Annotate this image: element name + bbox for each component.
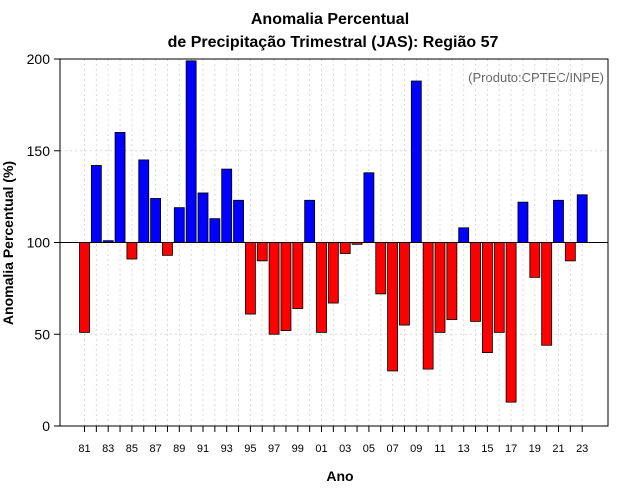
bar-2002 xyxy=(327,242,339,304)
x-tick-label: 19 xyxy=(529,443,541,455)
bar-1994 xyxy=(233,199,244,243)
bar-2011 xyxy=(434,242,446,333)
x-tick-label: 09 xyxy=(410,443,422,455)
source-annotation: (Produto:CPTEC/INPE) xyxy=(468,70,604,85)
bar-2021 xyxy=(553,199,564,243)
y-tick-label: 200 xyxy=(27,51,51,67)
x-tick-label: 07 xyxy=(386,443,398,455)
bar-1988 xyxy=(162,242,173,256)
x-tick-label: 81 xyxy=(78,443,90,455)
bar-1985 xyxy=(126,242,138,260)
bar-2007 xyxy=(387,242,399,372)
x-tick-label: 93 xyxy=(221,443,233,455)
bar-1991 xyxy=(197,192,209,243)
bar-2017 xyxy=(505,242,517,403)
bars xyxy=(79,60,588,403)
bar-1998 xyxy=(280,242,292,331)
y-tick-label: 50 xyxy=(34,326,50,342)
x-tick-label: 03 xyxy=(339,443,351,455)
bar-2009 xyxy=(410,80,422,243)
bar-2005 xyxy=(363,172,375,243)
x-tick-label: 13 xyxy=(458,443,470,455)
x-tick-label: 97 xyxy=(268,443,280,455)
bar-1992 xyxy=(209,218,221,243)
bar-2019 xyxy=(529,242,541,278)
bar-2022 xyxy=(564,242,576,262)
bar-2010 xyxy=(422,242,434,370)
bar-1996 xyxy=(256,242,268,262)
bar-2008 xyxy=(399,242,410,326)
y-axis-label: Anomalia Percentual (%) xyxy=(0,161,16,325)
x-tick-label: 95 xyxy=(244,443,256,455)
bar-2018 xyxy=(517,201,529,243)
x-tick-label: 89 xyxy=(173,443,185,455)
bar-2023 xyxy=(576,194,588,243)
y-tick-label: 150 xyxy=(27,143,51,159)
bar-2016 xyxy=(493,242,505,333)
bar-2012 xyxy=(446,242,458,320)
x-tick-label: 99 xyxy=(292,443,304,455)
x-tick-label: 15 xyxy=(481,443,493,455)
axes: 0 50 100 150 200 81 83 85 87 89 91 93 95 97 99 01 03 05 07… xyxy=(27,51,609,455)
bar-2001 xyxy=(316,242,327,333)
bar-1993 xyxy=(221,168,233,243)
x-tick-label: 21 xyxy=(552,443,564,455)
bar-1981 xyxy=(79,242,90,333)
x-tick-label: 17 xyxy=(505,443,517,455)
bar-1999 xyxy=(292,242,304,309)
x-tick-label: 01 xyxy=(315,443,327,455)
y-tick-label: 0 xyxy=(42,418,50,434)
chart-subtitle: de Precipitação Trimestral (JAS): Região… xyxy=(168,34,499,51)
x-tick-label: 23 xyxy=(576,443,588,455)
bar-2003 xyxy=(339,242,351,254)
x-tick-label: 87 xyxy=(149,443,161,455)
bar-2006 xyxy=(375,242,387,295)
x-axis-label: Ano xyxy=(326,468,353,484)
bar-2014 xyxy=(470,242,481,322)
x-tick-label: 05 xyxy=(363,443,375,455)
bar-1986 xyxy=(138,159,150,243)
bar-1984 xyxy=(114,131,126,243)
bar-1982 xyxy=(90,165,102,243)
y-tick-label: 100 xyxy=(27,235,51,251)
bar-1997 xyxy=(268,242,280,335)
bar-2013 xyxy=(458,227,470,243)
x-tick-label: 91 xyxy=(197,443,209,455)
bar-2000 xyxy=(304,199,316,243)
bar-2015 xyxy=(481,242,493,353)
x-tick-label: 83 xyxy=(102,443,114,455)
bar-1987 xyxy=(150,198,162,243)
chart-title: Anomalia Percentual xyxy=(251,11,409,28)
bar-1989 xyxy=(173,207,185,243)
bar-1995 xyxy=(244,242,256,315)
bar-1990 xyxy=(185,60,197,243)
x-tick-label: 85 xyxy=(126,443,138,455)
x-tick-label: 11 xyxy=(434,443,445,455)
bar-2020 xyxy=(541,242,553,346)
